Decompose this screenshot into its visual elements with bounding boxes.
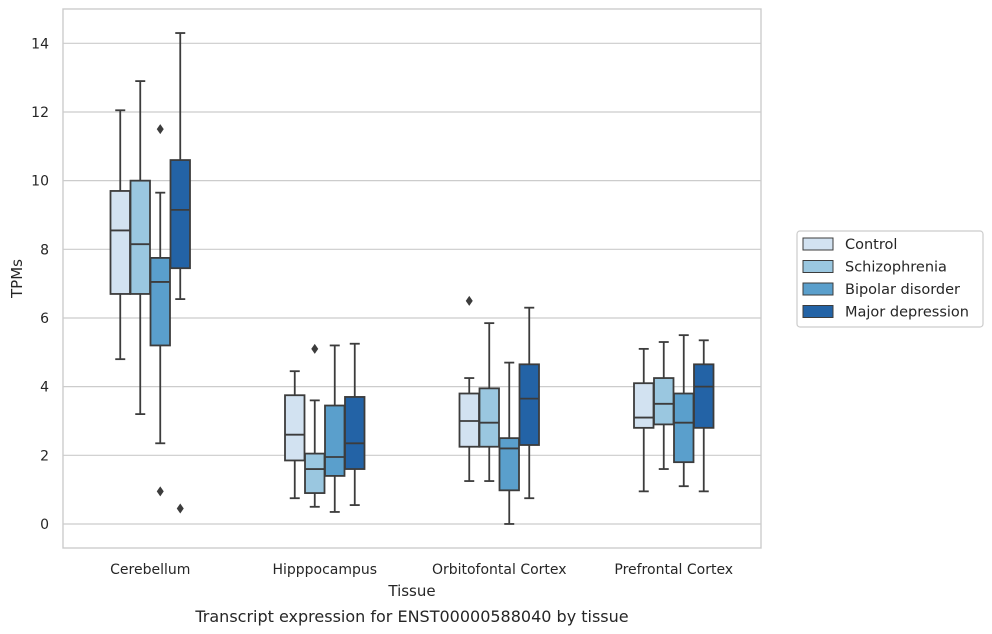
legend-swatch <box>802 282 834 296</box>
box <box>673 392 695 464</box>
plot-frame <box>62 8 762 549</box>
y-tick-label: 8 <box>40 242 49 258</box>
outlier-point <box>176 503 184 514</box>
outlier-point <box>465 295 473 306</box>
y-axis-ticks: 0 2 4 6 8 10 12 14 <box>31 36 49 533</box>
box <box>169 159 191 270</box>
y-tick-label: 4 <box>40 380 49 396</box>
box <box>284 394 306 462</box>
x-axis-ticks: Cerebellum Hipppocampus Orbitofontal Corte… <box>110 562 733 578</box>
chart-title: Transcript expression for ENST0000058804… <box>194 607 628 626</box>
legend-label: Schizophrenia <box>845 260 947 276</box>
box <box>518 363 540 446</box>
box <box>478 387 500 448</box>
y-axis-label: TPMs <box>8 259 26 299</box>
legend-swatch <box>802 237 834 251</box>
legend: Control Schizophrenia Bipolar disorder Majo… <box>796 230 984 328</box>
box <box>498 437 520 492</box>
outlier-point <box>311 343 319 354</box>
box <box>109 190 131 295</box>
box <box>633 382 655 429</box>
grid-lines <box>63 42 761 525</box>
box <box>129 179 151 295</box>
box <box>693 363 715 429</box>
outlier-point <box>156 124 164 135</box>
y-tick-label: 6 <box>40 311 49 327</box>
legend-swatch <box>802 260 834 273</box>
x-axis-label: Tissue <box>387 582 435 600</box>
x-tick-label: Hipppocampus <box>272 562 377 578</box>
box-series <box>109 32 715 525</box>
outlier-point <box>156 486 164 497</box>
x-tick-label: Cerebellum <box>110 562 190 578</box>
y-tick-label: 10 <box>31 174 49 190</box>
x-tick-label: Orbitofontal Cortex <box>432 562 567 578</box>
box <box>653 377 675 426</box>
legend-label: Control <box>845 237 897 253</box>
box <box>344 396 366 470</box>
box <box>324 404 346 477</box>
x-tick-label: Prefrontal Cortex <box>614 562 733 578</box>
legend-label: Major depression <box>845 305 969 321</box>
box <box>149 257 171 347</box>
y-tick-label: 14 <box>31 36 49 52</box>
legend-frame <box>796 230 984 328</box>
y-tick-label: 12 <box>31 105 49 121</box>
legend-swatch <box>802 305 834 318</box>
legend-label: Bipolar disorder <box>845 282 960 298</box>
box <box>304 452 326 494</box>
y-tick-label: 0 <box>40 517 49 533</box>
y-tick-label: 2 <box>40 448 49 464</box>
